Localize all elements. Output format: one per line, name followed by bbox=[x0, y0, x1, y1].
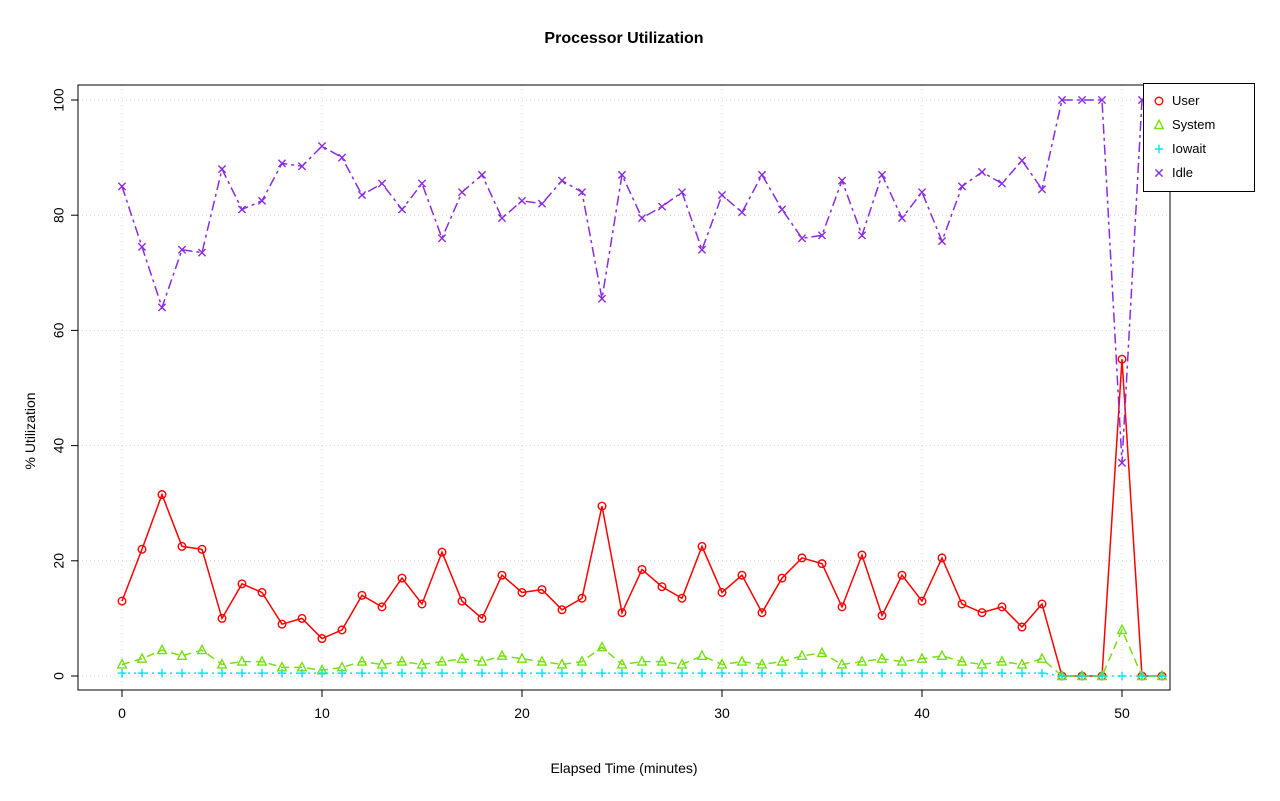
y-axis-label: % Utilization bbox=[22, 392, 38, 470]
x-tick-label: 30 bbox=[714, 705, 730, 721]
legend-label: User bbox=[1172, 93, 1200, 108]
axes: 0 10 20 30 40 50 0 20 40 60 80 100 bbox=[51, 88, 1130, 721]
plus-marker-icon bbox=[1154, 144, 1164, 154]
triangle-marker-icon bbox=[1153, 118, 1165, 130]
x-tick-label: 10 bbox=[314, 705, 330, 721]
series-iowait bbox=[117, 668, 1167, 681]
circle-marker-icon bbox=[1154, 96, 1164, 106]
legend-item-iowait: Iowait bbox=[1150, 137, 1248, 161]
y-tick-label: 20 bbox=[51, 553, 67, 569]
y-tick-label: 0 bbox=[51, 672, 67, 680]
y-tick-label: 60 bbox=[51, 322, 67, 338]
x-marker-icon bbox=[1154, 168, 1164, 178]
legend-label: Idle bbox=[1172, 165, 1193, 180]
plot-border bbox=[77, 84, 1171, 691]
series-idle bbox=[117, 95, 1167, 467]
x-tick-label: 40 bbox=[914, 705, 930, 721]
legend-label: Iowait bbox=[1172, 141, 1206, 156]
x-tick-label: 50 bbox=[1114, 705, 1130, 721]
y-tick-label: 40 bbox=[51, 438, 67, 454]
x-axis-label: Elapsed Time (minutes) bbox=[550, 760, 698, 776]
chart-title: Processor Utilization bbox=[544, 30, 704, 47]
legend-item-idle: Idle bbox=[1150, 161, 1248, 185]
x-tick-label: 20 bbox=[514, 705, 530, 721]
legend-item-system: System bbox=[1150, 113, 1248, 137]
y-tick-label: 80 bbox=[51, 207, 67, 223]
legend-item-user: User bbox=[1150, 89, 1248, 113]
series-user bbox=[117, 354, 1167, 681]
grid bbox=[78, 85, 1170, 690]
x-tick-label: 0 bbox=[118, 705, 126, 721]
y-tick-label: 100 bbox=[51, 88, 67, 112]
legend-label: System bbox=[1172, 117, 1216, 132]
legend: User System Iowait Idle bbox=[1143, 83, 1255, 192]
